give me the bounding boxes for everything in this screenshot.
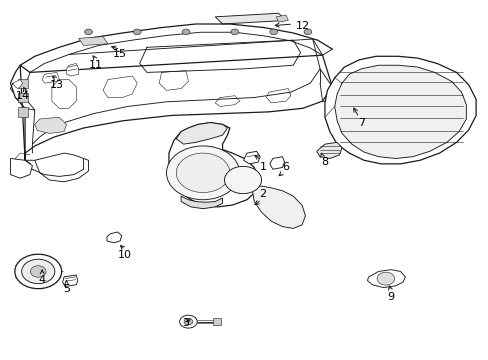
Text: 14: 14 — [16, 91, 30, 101]
Text: 11: 11 — [89, 60, 102, 70]
Polygon shape — [325, 56, 475, 164]
Polygon shape — [66, 63, 79, 76]
Polygon shape — [366, 270, 405, 288]
Polygon shape — [243, 151, 260, 164]
Circle shape — [30, 266, 46, 277]
Text: 10: 10 — [118, 250, 132, 260]
Polygon shape — [35, 117, 66, 134]
Circle shape — [269, 29, 277, 35]
Polygon shape — [316, 142, 341, 158]
Polygon shape — [251, 186, 305, 228]
Circle shape — [183, 319, 192, 325]
Circle shape — [224, 166, 261, 194]
Polygon shape — [168, 123, 259, 207]
Circle shape — [15, 254, 61, 289]
Polygon shape — [13, 80, 22, 89]
Circle shape — [21, 259, 55, 284]
Text: 9: 9 — [386, 292, 393, 302]
Polygon shape — [62, 275, 78, 287]
Polygon shape — [18, 107, 27, 117]
Polygon shape — [176, 123, 227, 144]
Circle shape — [304, 29, 311, 35]
Text: 12: 12 — [295, 21, 309, 31]
Polygon shape — [18, 93, 27, 102]
Circle shape — [230, 29, 238, 35]
Circle shape — [166, 146, 239, 200]
Polygon shape — [276, 15, 288, 22]
Circle shape — [182, 29, 189, 35]
Circle shape — [84, 29, 92, 35]
Circle shape — [376, 272, 394, 285]
Text: 6: 6 — [282, 162, 289, 172]
Polygon shape — [181, 196, 222, 209]
Text: 5: 5 — [63, 284, 70, 294]
Polygon shape — [10, 158, 32, 178]
Polygon shape — [42, 72, 59, 83]
Text: 8: 8 — [321, 157, 328, 167]
Polygon shape — [334, 65, 466, 158]
Polygon shape — [215, 13, 285, 24]
Text: 7: 7 — [357, 118, 365, 128]
Polygon shape — [107, 232, 122, 243]
Text: 4: 4 — [39, 275, 45, 285]
Polygon shape — [18, 78, 27, 88]
Text: 13: 13 — [50, 80, 63, 90]
Text: 15: 15 — [113, 49, 127, 59]
Polygon shape — [79, 37, 108, 45]
Text: 3: 3 — [182, 319, 189, 328]
Polygon shape — [269, 157, 284, 169]
Circle shape — [133, 29, 141, 35]
Text: 2: 2 — [259, 189, 266, 199]
Text: 1: 1 — [259, 162, 266, 172]
Circle shape — [179, 315, 197, 328]
Polygon shape — [212, 318, 221, 325]
Circle shape — [176, 153, 229, 193]
